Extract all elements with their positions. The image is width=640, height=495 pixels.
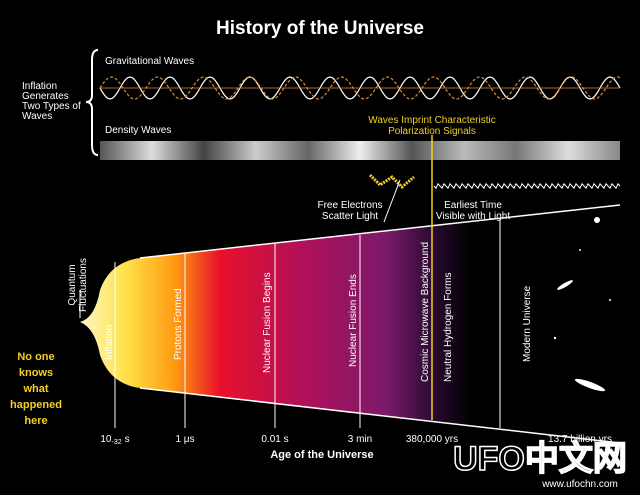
axis-title: Age of the Universe bbox=[270, 449, 373, 461]
era-label: Modern Universe bbox=[522, 285, 533, 362]
light-wave bbox=[433, 182, 621, 190]
tick-label: 380,000 yrs bbox=[406, 434, 458, 445]
gravitational-label: Gravitational Waves bbox=[105, 56, 194, 67]
universe-funnel bbox=[80, 205, 620, 443]
era-label: Inflation bbox=[104, 325, 115, 360]
tick-label: 0.01 s bbox=[261, 434, 288, 445]
title: History of the Universe bbox=[216, 18, 424, 39]
tick-label: 1 μs bbox=[175, 434, 194, 445]
era-label: Nuclear Fusion Begins bbox=[262, 272, 273, 373]
galaxies bbox=[553, 217, 611, 392]
eras: Inflation Protons Formed Nuclear Fusion … bbox=[104, 242, 533, 382]
tick-label: 10-32 s bbox=[100, 434, 129, 446]
funnel-edge bbox=[139, 204, 621, 444]
era-lines bbox=[114, 218, 501, 428]
bracket bbox=[85, 49, 99, 156]
grav-wave bbox=[99, 76, 621, 100]
tick-label: 13.7 billion yrs bbox=[548, 434, 612, 445]
time-axis: 10-32 s 1 μs 0.01 s 3 min 380,000 yrs 13.… bbox=[100, 434, 612, 461]
tick-label: 3 min bbox=[348, 434, 372, 445]
pointer bbox=[383, 179, 401, 223]
era-label: Neutral Hydrogen Forms bbox=[443, 273, 454, 382]
era-label: Cosmic Microwave Background bbox=[420, 242, 431, 382]
watermark-logo: UFO中文网 bbox=[453, 440, 627, 478]
earliest-note: Earliest Time Visible with Light bbox=[436, 200, 511, 222]
imprint-note: Waves Imprint Characteristic Polarization… bbox=[368, 115, 495, 137]
watermark-url: www.ufochn.com bbox=[541, 479, 618, 490]
scatter-path bbox=[368, 173, 415, 190]
unknown-note: No one knows what happened here bbox=[10, 351, 62, 427]
scatter-note: Free Electrons Scatter Light bbox=[317, 200, 382, 222]
inflation-note: Inflation Generates Two Types of Waves bbox=[22, 81, 81, 122]
quantum-note: QuantumFluctuations bbox=[67, 258, 89, 312]
era-label: Protons Formed bbox=[173, 288, 184, 360]
era-label: Nuclear Fusion Ends bbox=[348, 274, 359, 367]
density-label: Density Waves bbox=[105, 125, 171, 136]
density-band bbox=[100, 141, 620, 160]
